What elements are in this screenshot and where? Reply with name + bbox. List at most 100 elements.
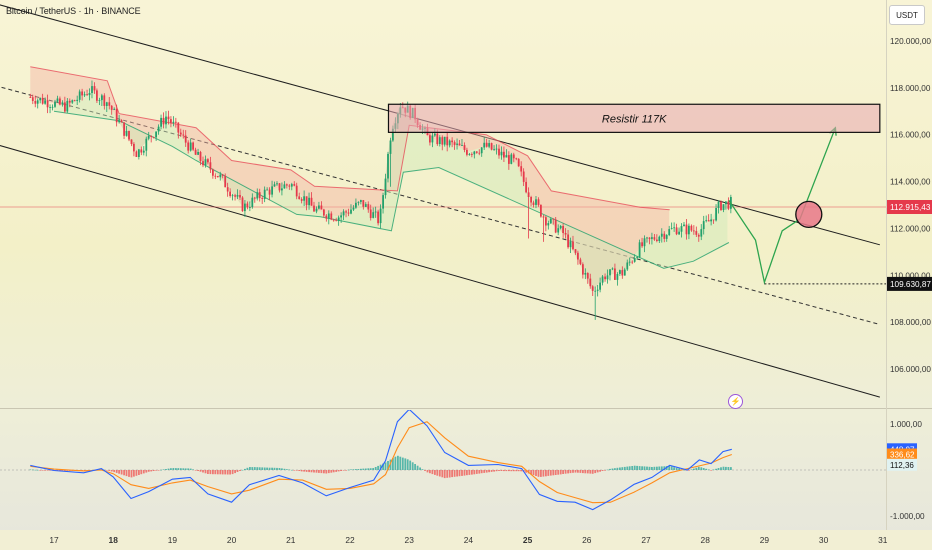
time-axis-tick-label: 23 [405,535,415,545]
macd-histogram-bar [594,470,597,474]
macd-histogram-bar [569,470,572,474]
macd-histogram-bar [226,470,229,475]
candle-body [547,223,550,226]
candle-body [480,147,483,154]
candle-body [660,233,663,237]
macd-histogram-bar [510,470,513,472]
macd-histogram-bar [364,468,367,470]
time-axis-tick-label: 31 [878,535,888,545]
macd-histogram-bar [688,470,690,471]
candle-body [468,154,471,155]
candle-body [345,211,347,213]
macd-histogram-bar [286,469,288,470]
candle-body [216,176,219,178]
candle-body [29,97,32,98]
currency-unit-button[interactable]: USDT [889,5,925,25]
candle-body [675,227,678,235]
candle-body [244,203,246,212]
macd-histogram-bar [498,470,500,471]
candle-body [330,213,333,220]
macd-histogram-bar [216,470,219,475]
candle-body [268,189,271,195]
macd-histogram-bar [293,470,296,471]
time-axis-band [0,530,932,550]
macd-histogram-bar [278,468,281,470]
candle-body [51,106,54,108]
macd-histogram-bar [399,456,402,470]
candle-body [530,197,532,203]
candle-body [434,133,436,136]
candle-body [313,205,315,212]
macd-histogram-bar [668,466,671,470]
macd-histogram-bar [429,470,431,474]
candle-body [167,116,170,120]
macd-histogram-bar [347,469,350,471]
candle-body [261,198,264,199]
macd-histogram-bar [194,470,197,471]
macd-histogram-bar [167,468,170,470]
candle-body [564,233,567,235]
macd-histogram-bar [483,470,486,473]
macd-histogram-bar [110,470,113,472]
macd-histogram-bar [675,467,678,470]
candle-body [446,136,449,146]
candle-body [226,187,229,192]
macd-histogram-bar [315,470,318,473]
macd-histogram-bar [369,468,372,470]
candle-body [59,98,61,105]
candle-body [456,143,458,145]
lightning-icon[interactable]: ⚡ [728,394,743,409]
candle-body [369,209,372,218]
candle-body [623,269,626,276]
candle-body [224,175,227,188]
candle-body [239,195,241,198]
candle-body [350,209,352,214]
candle-body [271,186,273,195]
candle-body [56,98,59,102]
candle-body [179,132,182,135]
candle-body [315,208,318,212]
candle-body [626,262,629,270]
candle-body [76,99,79,101]
candle-body [110,105,113,110]
candle-body [189,142,192,151]
candle-body [616,274,619,280]
macd-histogram-bar [246,467,249,470]
macd-histogram-bar [133,470,135,477]
candle-body [340,215,342,218]
candle-body [604,276,606,280]
candle-body [101,95,103,101]
supertrend-red-line [30,66,670,211]
macd-histogram-bar [276,467,278,470]
macd-histogram-bar [234,470,236,474]
candle-body [66,100,69,112]
macd-histogram-bar [160,469,162,471]
projection-path [728,127,837,285]
candle-body [288,185,291,187]
candle-body [73,100,76,102]
macd-histogram-bar [577,470,579,473]
macd-histogram-bar [115,470,118,473]
candle-body [567,234,569,248]
time-axis-tick-label: 27 [641,535,651,545]
candle-body [628,261,631,263]
macd-histogram-bar [443,470,446,479]
macd-histogram-bar [717,468,720,470]
candle-body [438,137,441,144]
macd-histogram-bar [155,470,157,471]
macd-histogram-bar [537,470,540,477]
candle-body [120,120,123,123]
macd-histogram-bar [695,467,698,470]
macd-histogram-bar [461,470,463,476]
candle-body [133,143,135,152]
candle-body [495,148,498,150]
symbol-title[interactable]: Bitcoin / TetherUS · 1h · BINANCE [6,6,141,16]
macd-histogram-bar [619,467,621,470]
macd-histogram-bar [416,465,419,470]
macd-histogram-bar [606,469,609,471]
candle-body [589,278,592,287]
macd-histogram-bar [517,470,520,472]
macd-histogram-bar [421,469,424,470]
macd-histogram-bar [36,469,39,471]
